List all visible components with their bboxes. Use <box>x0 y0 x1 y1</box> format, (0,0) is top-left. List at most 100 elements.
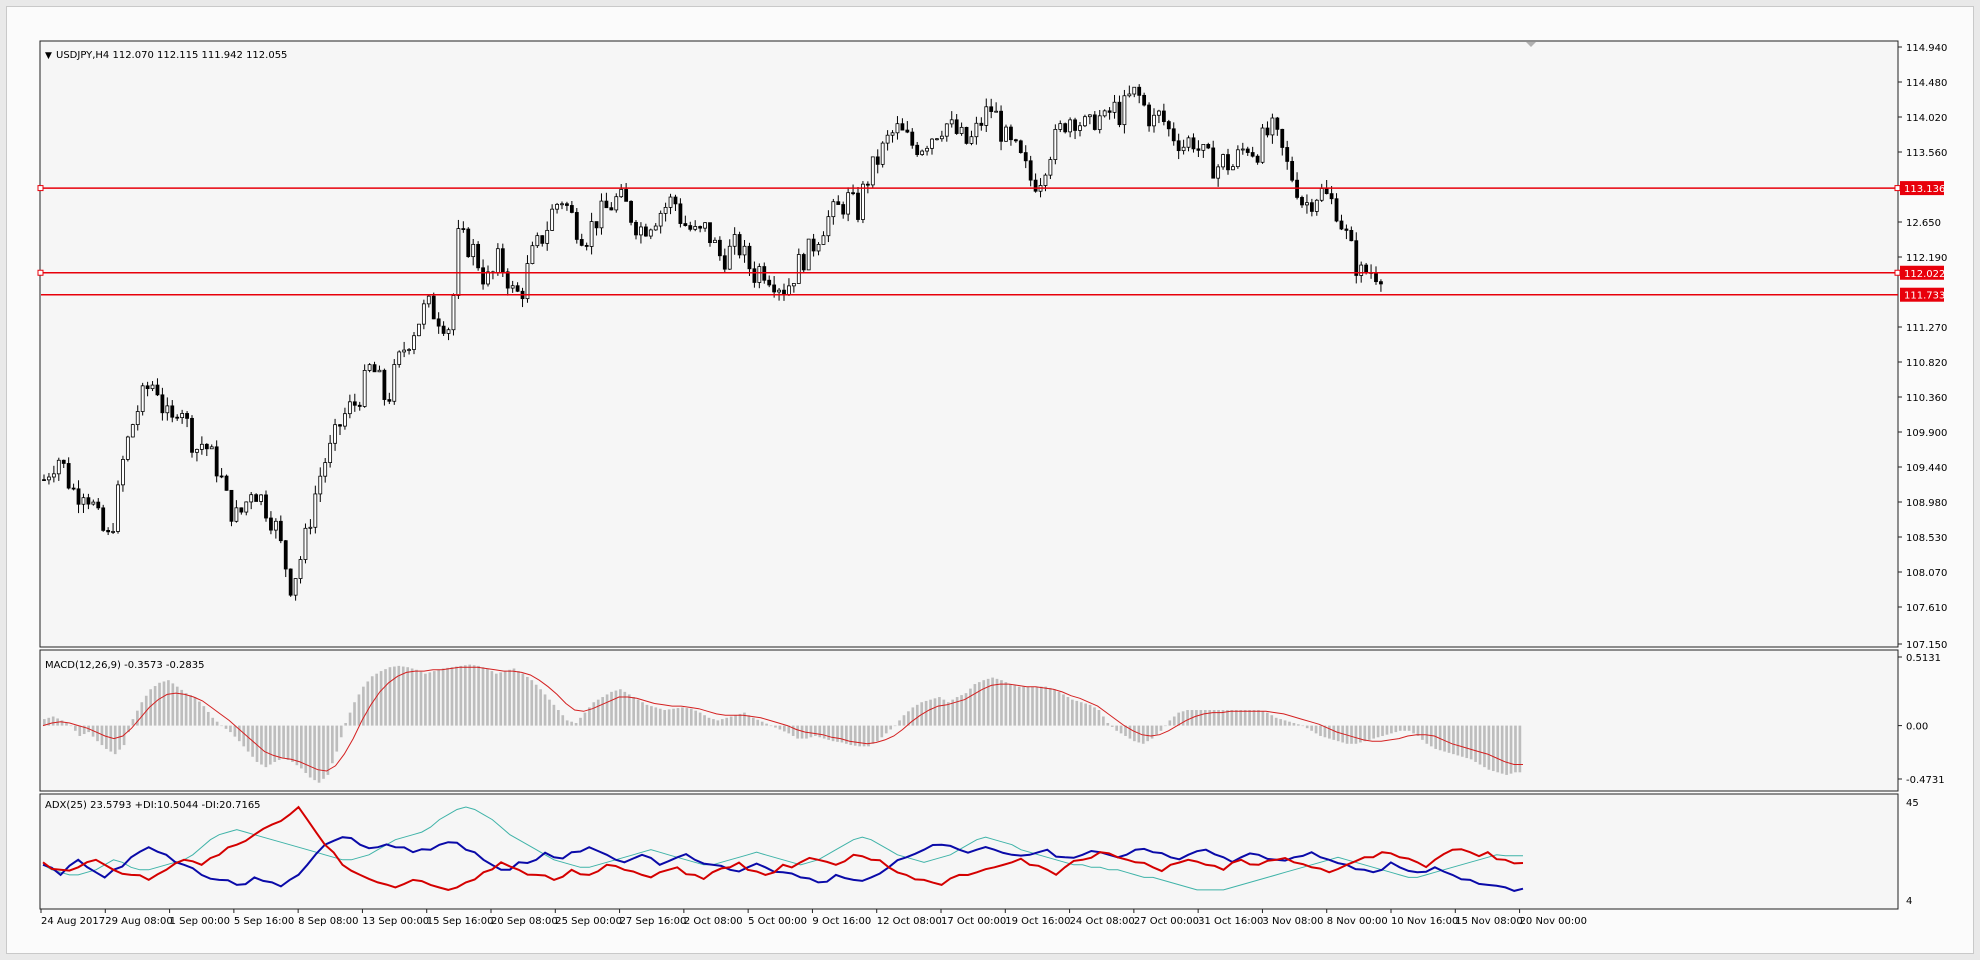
candle-body <box>165 405 170 414</box>
macd-hist-bar <box>446 667 449 726</box>
macd-hist-bar <box>1040 686 1043 726</box>
macd-hist-bar <box>206 711 210 726</box>
candle-body <box>930 138 934 149</box>
macd-hist-bar <box>1328 725 1331 739</box>
macd-hist-bar <box>1000 680 1003 726</box>
macd-hist-bar <box>645 704 649 726</box>
candle-body <box>1137 86 1142 96</box>
level-lines[interactable]: 113.136 112.022 111.733 <box>37 181 1945 302</box>
macd-hist-bar <box>1035 686 1039 726</box>
macd-hist-bar <box>876 725 879 742</box>
macd-hist-bar <box>1496 725 1500 773</box>
macd-hist-bar <box>539 689 542 726</box>
candle-body <box>1305 202 1309 206</box>
candle-body <box>861 183 865 220</box>
candle-body <box>1245 148 1250 153</box>
candle-body <box>1231 166 1235 171</box>
macd-hist-bar <box>1004 682 1008 726</box>
x-tick-label: 29 Aug 08:00 <box>105 916 172 927</box>
macd-hist-bar <box>942 699 946 726</box>
macd-hist-bar <box>685 708 689 726</box>
candle-body <box>195 449 199 453</box>
macd-header: MACD(12,26,9) -0.3573 -0.2835 <box>45 660 205 671</box>
macd-hist-bar <box>1119 725 1123 734</box>
macd-hist-bar <box>818 725 822 738</box>
candle-body <box>1379 281 1383 285</box>
macd-hist-bar <box>127 725 130 733</box>
macd-hist-bar <box>707 717 711 726</box>
macd-hist-bar <box>592 702 596 726</box>
candle-body <box>313 493 318 528</box>
candle-body <box>1058 123 1063 130</box>
macd-hist-bar <box>1031 686 1034 726</box>
macd-hist-bar <box>938 697 941 726</box>
candle-body <box>1314 199 1319 212</box>
macd-hist-bar <box>822 725 826 739</box>
macd-hist-bar <box>415 669 418 726</box>
x-tick-label: 17 Oct 00:00 <box>941 916 1006 927</box>
candle-body <box>648 229 653 237</box>
macd-hist-bar <box>494 673 498 726</box>
macd-hist-bar <box>384 669 387 726</box>
candle-body <box>407 349 411 351</box>
x-tick-label: 9 Oct 16:00 <box>812 916 871 927</box>
macd-hist-bar <box>1518 725 1522 773</box>
macd-hist-bar <box>459 665 463 726</box>
candle-body <box>727 245 732 270</box>
collapse-triangle-icon[interactable]: ▼ <box>45 51 52 61</box>
macd-hist-bar <box>255 725 259 762</box>
macd-hist-bar <box>570 721 573 726</box>
macd-hist-bar <box>428 672 432 726</box>
candle-body <box>1033 179 1038 192</box>
macd-hist-bar <box>853 725 857 746</box>
candle-body <box>1083 116 1087 127</box>
candle-body <box>703 222 707 229</box>
macd-hist-bar <box>871 725 875 744</box>
macd-hist-bar <box>814 725 817 736</box>
y-tick-label: 113.560 <box>1906 148 1947 159</box>
macd-hist-bar <box>198 701 201 726</box>
candle-body <box>767 279 772 286</box>
candle-body <box>1300 197 1304 206</box>
macd-hist-bar <box>583 712 587 726</box>
macd-hist-bar <box>1239 710 1243 726</box>
candle-body <box>1374 272 1378 283</box>
macd-hist-bar <box>1274 717 1278 726</box>
candle-body <box>708 222 712 244</box>
macd-hist-bar <box>924 700 928 726</box>
macd-hist-bar <box>69 725 73 727</box>
macd-hist-bar <box>1110 725 1114 727</box>
candle-body <box>999 110 1003 142</box>
macd-hist-bar <box>388 667 392 726</box>
candle-body <box>1092 114 1097 130</box>
x-tick-label: 13 Sep 00:00 <box>362 916 429 927</box>
macd-hist-bar <box>557 710 560 726</box>
macd-hist-bar <box>1048 687 1052 726</box>
candle-body <box>1073 119 1077 131</box>
candle-body <box>717 239 722 257</box>
candle-body <box>1087 114 1092 118</box>
candle-body <box>367 364 372 371</box>
macd-hist-bar <box>1443 725 1446 752</box>
candle-body <box>1161 110 1166 122</box>
macd-hist-bar <box>1474 725 1477 762</box>
x-tick-label: 25 Sep 00:00 <box>555 916 622 927</box>
macd-hist-bar <box>286 725 290 760</box>
candle-body <box>1013 139 1018 142</box>
macd-hist-bar <box>667 709 671 726</box>
macd-hist-bar <box>1203 710 1207 726</box>
candle-body <box>935 138 939 141</box>
price-panel[interactable] <box>39 40 1899 648</box>
scroll-marker-icon[interactable] <box>1526 42 1536 47</box>
macd-hist-bar <box>1128 725 1132 739</box>
macd-hist-bar <box>1243 710 1247 726</box>
candle-body <box>81 497 86 505</box>
candle-body <box>1329 193 1334 200</box>
candle-body <box>846 192 851 215</box>
candle-body <box>1280 128 1285 148</box>
macd-hist-bar <box>268 725 272 765</box>
macd-hist-bar <box>1310 725 1313 731</box>
candle-body <box>1216 166 1221 179</box>
macd-hist-bar <box>1146 725 1150 742</box>
macd-hist-bar <box>1398 725 1402 731</box>
